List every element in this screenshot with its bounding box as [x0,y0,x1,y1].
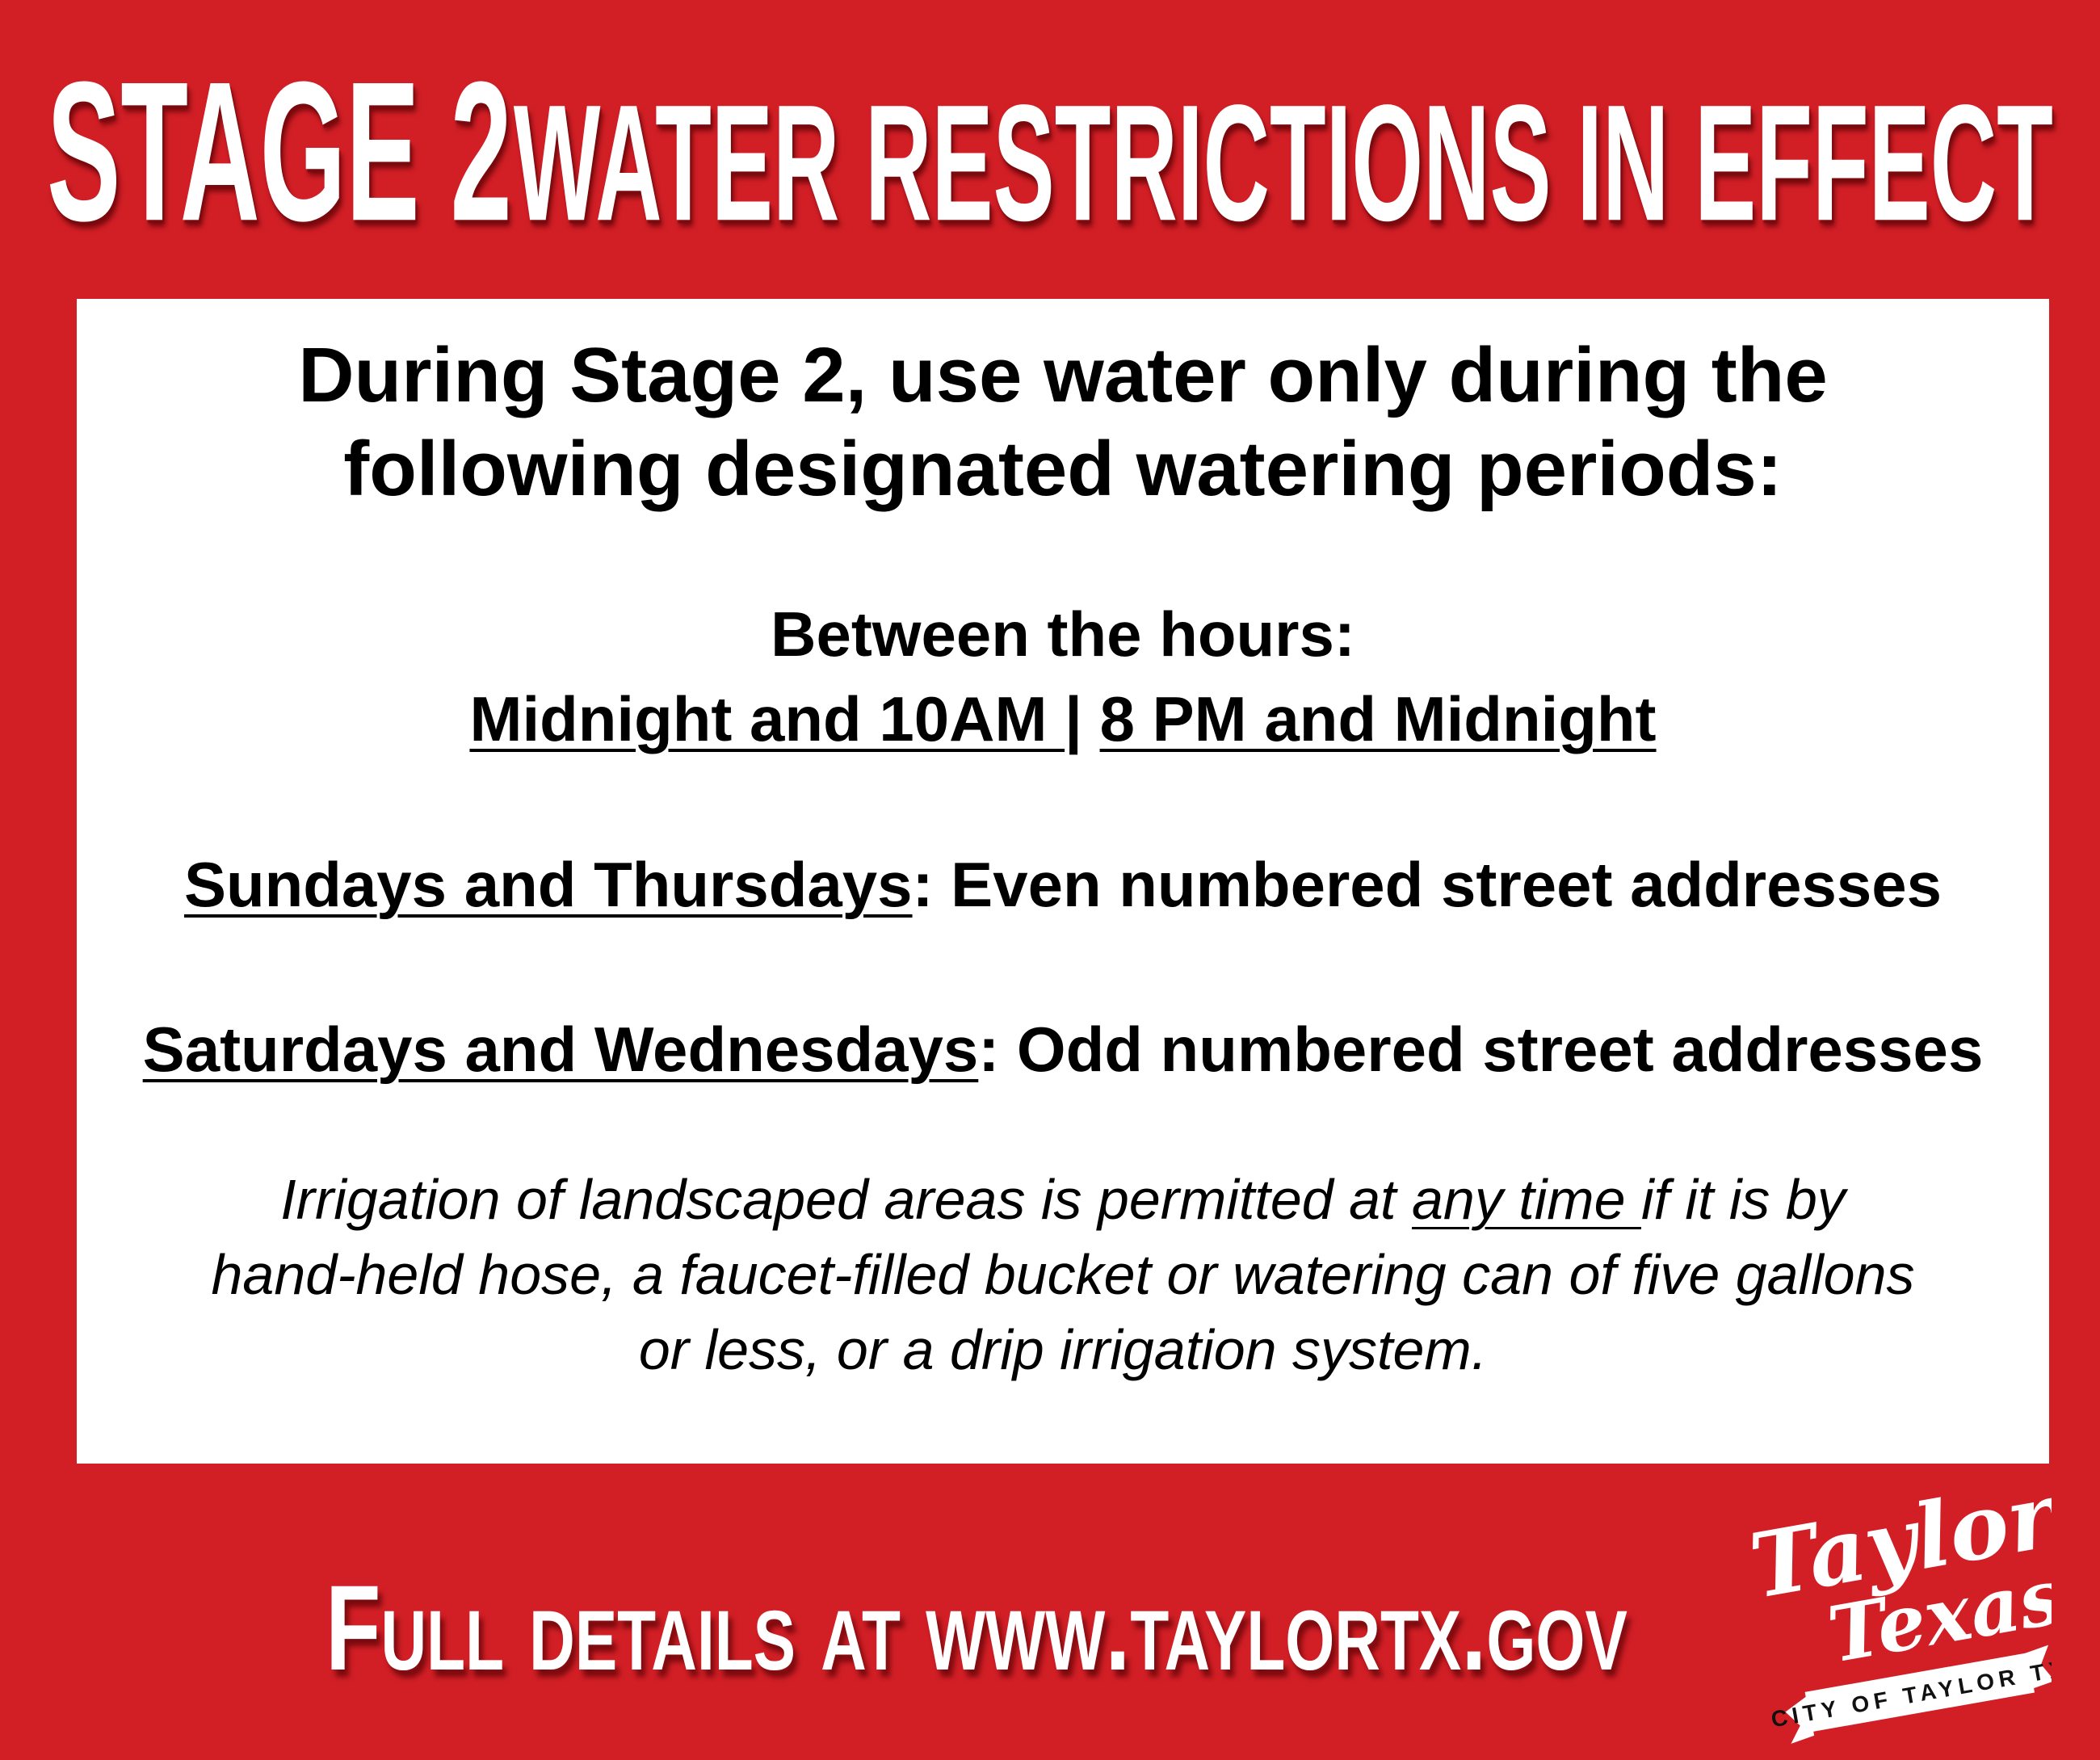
odd-schedule: Saturdays and Wednesdays: Odd numbered s… [77,1013,2049,1086]
irrigation-line-2: hand-held hose, a faucet-filled bucket o… [211,1243,1915,1306]
banner-tail-right [2025,1644,2055,1690]
intro-line-2: following designated watering periods: [343,426,1783,512]
hours-label: Between the hours: [771,599,1355,670]
notice-panel: During Stage 2, use water only during th… [77,299,2049,1464]
irrigation-line-3: or less, or a drip irrigation system. [638,1318,1488,1381]
title-text: STAGE 2 WATER RESTRICTIONS IN EFFECT [47,52,2053,250]
title-stage: STAGE 2 [47,40,512,263]
even-schedule: Sundays and Thursdays: Even numbered str… [77,848,2049,922]
footer-details: Full details at www.taylortx.gov [326,1560,1628,1695]
intro-line-1: During Stage 2, use water only during th… [298,332,1828,418]
even-days: Sundays and Thursdays [183,849,913,920]
irrigation-text: Irrigation of landscaped areas is permit… [280,1168,1412,1231]
banner [1804,1653,2035,1733]
even-text: : Even numbered street addresses [912,849,1942,920]
logo-graphic: Taylor Texas CITY OF TAYLOR TX [1743,1462,2071,1744]
odd-days: Saturdays and Wednesdays [142,1014,979,1085]
hours-period-2: 8 PM and Midnight [1099,683,1657,754]
irrigation-text: if it is by [1640,1168,1846,1231]
page-title: STAGE 2 WATER RESTRICTIONS IN EFFECT [0,52,2100,250]
hours-period-1: Midnight and 10AM [469,683,1065,754]
hours-line: Midnight and 10AM | 8 PM and Midnight [77,683,2049,756]
banner-tail-left [1785,1695,1815,1744]
odd-text: : Odd numbered street addresses [978,1014,1984,1085]
hours-separator: | [1065,683,1100,754]
irrigation-any-time: any time [1411,1168,1641,1231]
title-rest: WATER RESTRICTIONS IN EFFECT [513,69,2053,255]
taylor-texas-logo: Taylor Texas CITY OF TAYLOR TX [1728,1462,2071,1745]
irrigation-line-1: Irrigation of landscaped areas is permit… [77,1167,2049,1232]
